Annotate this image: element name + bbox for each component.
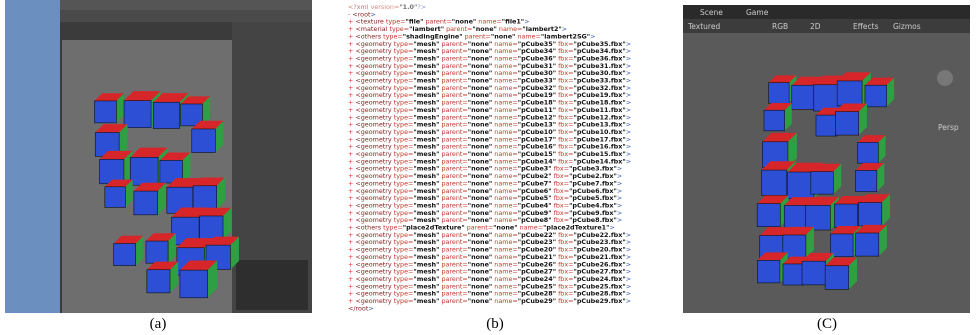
menu-bar [60, 0, 312, 10]
view-label: Persp [938, 123, 959, 132]
cube-front [764, 110, 785, 131]
tab[interactable]: Game [746, 8, 769, 17]
cube-front [192, 129, 216, 153]
cube-front [757, 204, 780, 227]
cube-front [124, 101, 151, 128]
toolbar [683, 19, 970, 33]
cube-front [825, 266, 849, 290]
cube-front [811, 172, 834, 195]
cube-front [147, 270, 170, 293]
cube-front [816, 115, 837, 136]
cube-front [94, 101, 116, 123]
shelf [60, 10, 312, 22]
cube-front [792, 85, 816, 109]
gizmo[interactable] [937, 70, 953, 86]
caption: (a) [150, 316, 167, 332]
cube-front [180, 270, 208, 298]
cube-front [134, 191, 158, 215]
toolbar-item[interactable]: Textured [687, 22, 720, 31]
toolbar-item[interactable]: Gizmos [893, 22, 921, 31]
cube-front [153, 102, 179, 128]
outliner [5, 0, 60, 313]
cube-front [855, 170, 876, 191]
cube-front [814, 85, 840, 111]
cube-front [757, 260, 780, 283]
toolbar-item[interactable]: RGB [772, 22, 788, 31]
cube-front [130, 157, 158, 185]
cube-front [105, 187, 126, 208]
cube-front [787, 172, 814, 199]
caption: (b) [486, 316, 504, 332]
xml-line: </root> [348, 304, 374, 312]
channel-box [236, 260, 308, 310]
figure: <?xml version="1.0"?>- <root>+ <texture … [0, 0, 978, 335]
cube-front [146, 241, 168, 263]
cube-front [769, 83, 790, 104]
cube-front [761, 170, 786, 195]
cube-front [806, 205, 831, 230]
cube-front [856, 233, 879, 256]
tab[interactable]: Scene [700, 8, 723, 17]
panel-b: <?xml version="1.0"?>- <root>+ <texture … [348, 3, 631, 312]
toolbar-item[interactable]: 2D [810, 22, 821, 31]
cube-front [200, 216, 224, 240]
cube-front [784, 205, 808, 229]
cube-front [114, 244, 136, 266]
caption: (C) [817, 316, 837, 332]
cube-front [858, 142, 879, 163]
cube-front [865, 85, 887, 107]
cube-front [834, 204, 857, 227]
cube-front [193, 186, 217, 210]
cube-front [802, 261, 826, 285]
toolbar-item[interactable]: Effects [853, 22, 879, 31]
cube-front [858, 202, 881, 225]
cube-front [835, 112, 858, 135]
xml-line: + <geometry type="mesh" parent="none" na… [348, 297, 631, 305]
tab-bar [683, 5, 970, 19]
cube-front [837, 81, 862, 106]
cube-front [783, 264, 804, 285]
